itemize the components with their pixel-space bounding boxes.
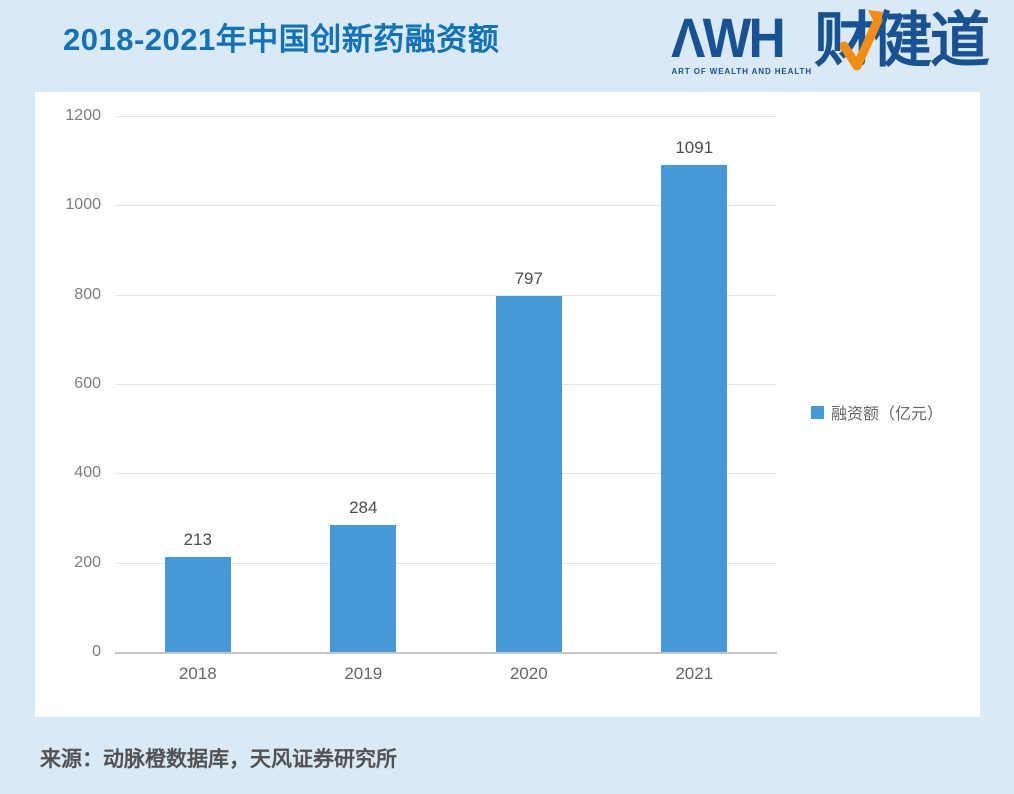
bar-value-label: 797 [514,269,543,288]
gridline [115,652,777,654]
source-note: 来源：动脉橙数据库，天风证券研究所 [40,748,397,771]
y-tick-label: 800 [74,285,101,303]
gridline [115,205,777,207]
gridline [115,384,777,385]
bar [661,164,728,652]
bar-value-label: 284 [349,498,378,518]
y-tick-label: 1200 [65,107,101,124]
bar [164,556,231,652]
logo-awh-block: ΛWH ART OF WEALTH AND HEALTH [671,6,812,76]
y-tick-label: 0 [92,643,101,660]
y-tick-label: 600 [74,375,101,392]
page-title: 2018-2021年中国创新药融资额 [63,22,500,57]
x-tick-label: 2021 [675,664,714,683]
y-tick-label: 400 [74,464,101,482]
gridline [115,294,777,296]
bar-value-label: 213 [183,529,212,549]
gridline [115,473,777,475]
legend-label: 融资额（亿元） [831,406,944,423]
bar-value-label: 1091 [675,137,714,157]
gridline [115,116,777,117]
legend-color-swatch [811,405,824,419]
logo-cn-text: 财健道 [814,6,990,75]
logo-awh-text: ΛWH [671,6,786,69]
logo-cn-chars: 财健道 [814,7,990,74]
y-tick-label: 1000 [65,196,101,214]
chart-panel: 0 200 400 600 800 1000 1200 213 2018 284 2019 797 20… [35,92,980,717]
gridline [115,562,777,564]
logo-tagline: ART OF WEALTH AND HEALTH [671,66,812,76]
x-tick-label: 2019 [344,664,383,683]
x-tick-label: 2020 [509,664,548,683]
x-tick-label: 2018 [178,664,217,683]
y-tick-label: 200 [74,553,101,571]
bar [495,296,562,652]
bar [330,525,397,652]
chart-legend: 融资额（亿元） [811,400,943,424]
awh-logo: ΛWH ART OF WEALTH AND HEALTH 财健道 [671,6,990,76]
